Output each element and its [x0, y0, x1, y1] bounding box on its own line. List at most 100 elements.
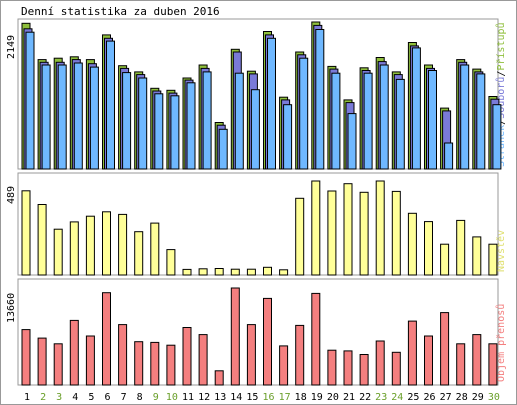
bar-visits-day-29 [472, 236, 482, 276]
bar-pages-day-9 [154, 93, 164, 170]
bar-visits-day-20 [327, 190, 337, 276]
chart-title: Denní statistika za duben 2016 [21, 5, 220, 18]
y-max-label-visits: 489 [6, 186, 17, 204]
day-label-29: 29 [472, 392, 484, 403]
bar-kbytes-day-10 [166, 344, 176, 386]
day-label-9: 9 [153, 392, 159, 403]
bar-visits-day-11 [182, 268, 192, 276]
bar-visits-day-19 [311, 180, 321, 276]
bar-kbytes-day-29 [472, 334, 482, 386]
bar-pages-day-16 [267, 37, 276, 170]
bar-kbytes-day-1 [21, 329, 31, 386]
bar-kbytes-day-28 [456, 343, 466, 386]
bar-kbytes-day-4 [69, 319, 79, 386]
bar-visits-day-26 [424, 221, 433, 276]
bar-pages-day-23 [379, 64, 389, 170]
day-labels-group: 1 2 3 4 5 6 7 8 9 10 11 12 13 14 15 16 17 18 19 20 21 22 23 24 2… [24, 392, 500, 403]
bars-kbytes-group [21, 287, 498, 386]
bar-pages-day-20 [331, 72, 341, 170]
bar-pages-day-19 [315, 29, 325, 170]
bar-pages-day-12 [202, 71, 212, 170]
bar-visits-day-16 [263, 266, 272, 276]
day-label-1: 1 [24, 392, 30, 403]
day-label-27: 27 [440, 392, 452, 403]
bar-visits-day-30 [488, 243, 498, 276]
bar-kbytes-day-7 [118, 324, 128, 386]
bar-pages-day-11 [186, 82, 196, 170]
day-label-19: 19 [311, 392, 323, 403]
legend-visits-label: Návštěv [495, 230, 507, 272]
bar-visits-day-3 [53, 228, 63, 276]
panel-hits-frame [2, 19, 8, 169]
bar-pages-day-29 [476, 73, 486, 170]
bar-visits-day-17 [279, 269, 289, 276]
bar-kbytes-day-12 [198, 334, 208, 386]
bar-pages-day-25 [411, 47, 421, 170]
bar-kbytes-day-6 [102, 292, 111, 386]
bar-pages-day-8 [138, 77, 148, 170]
day-label-15: 15 [246, 392, 258, 403]
bar-kbytes-day-13 [214, 370, 224, 386]
bar-visits-day-6 [102, 211, 111, 276]
bar-kbytes-day-21 [343, 350, 353, 386]
bar-pages-day-17 [283, 104, 293, 170]
bar-pages-day-14 [234, 72, 244, 170]
day-label-23: 23 [375, 392, 387, 403]
bar-visits-day-21 [343, 183, 353, 276]
day-label-21: 21 [343, 392, 355, 403]
legend-sep-1: / [496, 119, 507, 125]
bar-pages-day-1 [25, 31, 35, 170]
bar-kbytes-day-11 [182, 327, 192, 386]
bar-pages-day-13 [218, 128, 228, 170]
bar-visits-day-2 [37, 204, 47, 276]
bar-pages-day-6 [106, 40, 115, 170]
bar-kbytes-day-2 [37, 337, 47, 386]
bar-pages-day-15 [250, 89, 260, 170]
bar-visits-day-4 [69, 221, 79, 276]
y-max-label-kbytes: 13660 [6, 293, 17, 323]
bar-pages-day-27 [444, 142, 454, 170]
bar-visits-day-12 [198, 268, 208, 276]
bar-visits-day-22 [359, 191, 369, 276]
bar-visits-day-25 [407, 212, 417, 276]
day-label-17: 17 [279, 392, 291, 403]
day-label-26: 26 [423, 392, 435, 403]
bar-visits-day-7 [118, 213, 128, 276]
day-label-3: 3 [56, 392, 62, 403]
day-label-7: 7 [121, 392, 127, 403]
bar-pages-day-22 [363, 72, 373, 170]
day-label-22: 22 [359, 392, 371, 403]
day-label-25: 25 [407, 392, 419, 403]
bar-kbytes-day-5 [85, 335, 95, 386]
bars-visits-group [21, 180, 498, 276]
bar-pages-day-7 [122, 72, 132, 170]
bar-pages-day-2 [41, 64, 51, 170]
day-label-13: 13 [214, 392, 226, 403]
bar-visits-day-27 [440, 243, 450, 276]
panel-visits-border [17, 172, 499, 276]
legend-kbytes-label: Objem přenosů [495, 304, 507, 382]
bar-kbytes-day-27 [440, 312, 450, 386]
bar-kbytes-day-22 [359, 354, 369, 386]
bar-visits-day-10 [166, 249, 176, 276]
legend-hits-label: Přístupů [495, 22, 507, 70]
bar-pages-day-18 [299, 57, 309, 170]
day-label-28: 28 [456, 392, 468, 403]
day-label-8: 8 [137, 392, 143, 403]
day-label-12: 12 [198, 392, 210, 403]
day-label-11: 11 [182, 392, 194, 403]
day-label-10: 10 [166, 392, 178, 403]
bars-hits-group [21, 21, 502, 170]
bar-kbytes-day-24 [391, 351, 401, 386]
bar-kbytes-day-16 [263, 297, 272, 386]
y-max-label-hits: 2149 [6, 35, 17, 59]
day-label-16: 16 [262, 392, 274, 403]
bar-kbytes-day-19 [311, 292, 321, 386]
bar-visits-day-13 [214, 268, 224, 276]
bar-kbytes-day-30 [488, 343, 498, 386]
bar-pages-day-26 [428, 70, 437, 170]
day-label-14: 14 [230, 392, 242, 403]
bar-kbytes-day-14 [230, 287, 240, 386]
